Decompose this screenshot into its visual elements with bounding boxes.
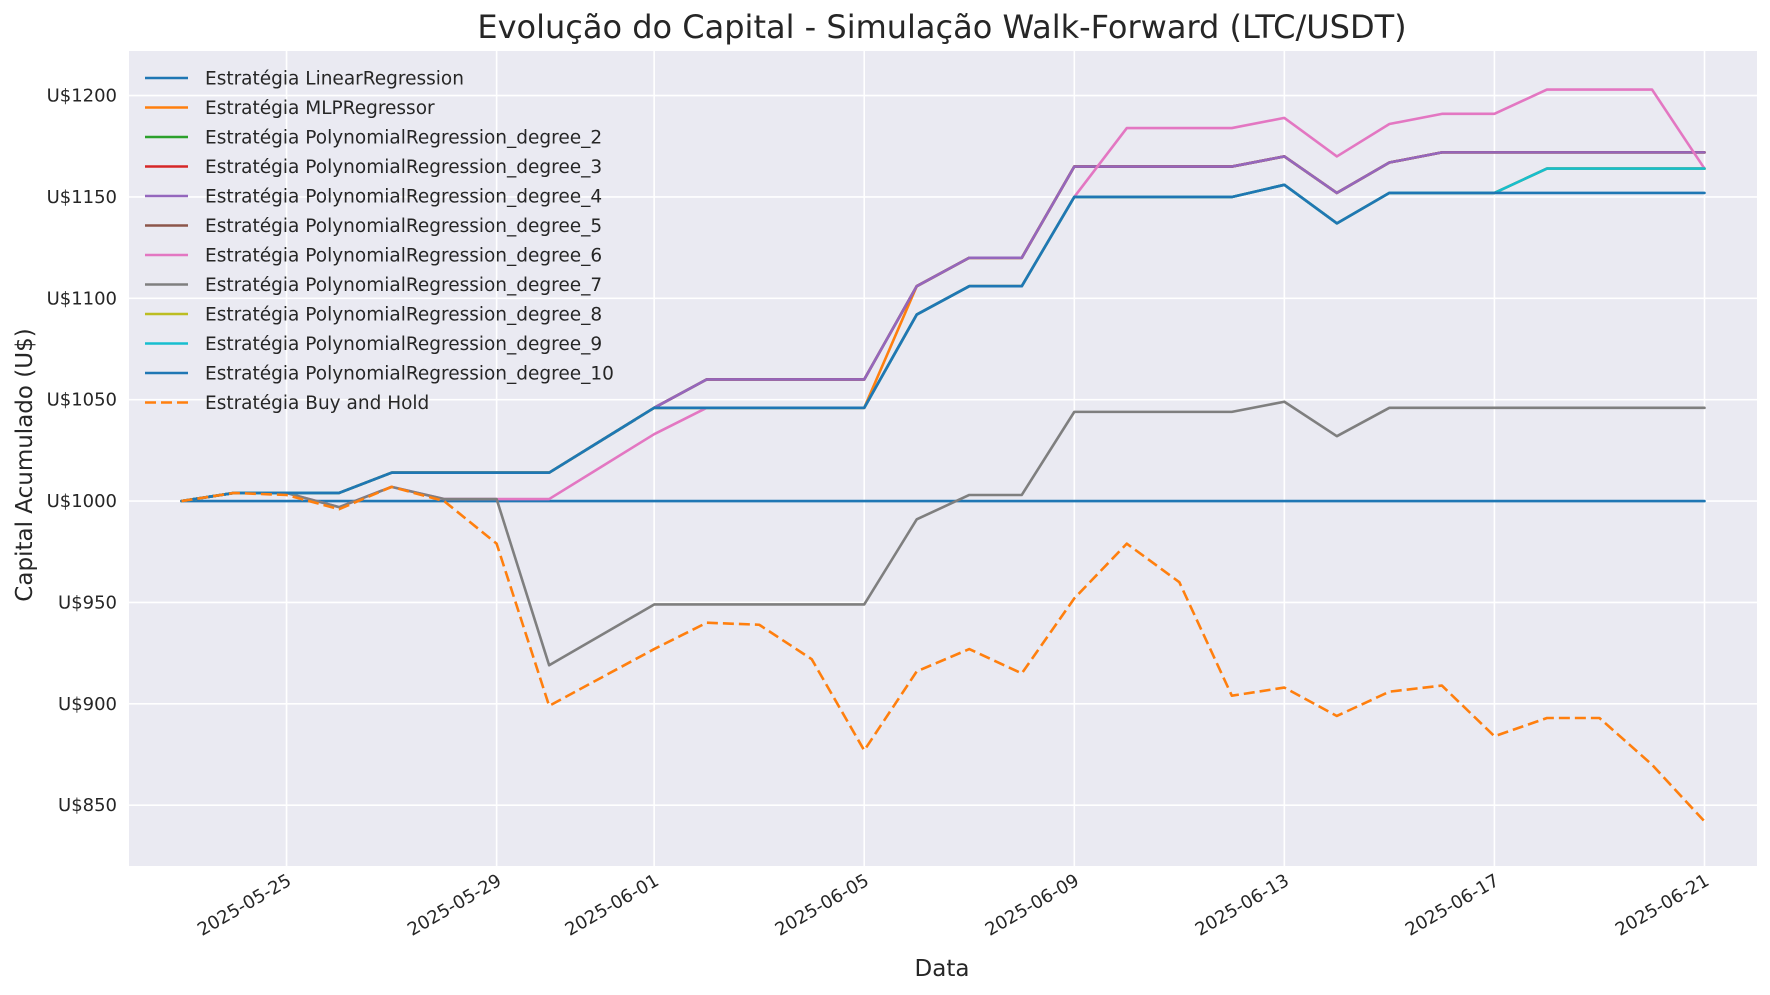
plot-area: U$850 U$900 U$950 U$1000 U$1050 U$1100 U$1150 U… (47, 51, 1757, 941)
legend-label: Estratégia PolynomialRegression_degree_8 (205, 305, 602, 326)
y-tick-label: U$900 (58, 694, 117, 715)
legend-label: Estratégia Buy and Hold (205, 393, 429, 414)
y-tick-label: U$1150 (47, 187, 117, 208)
legend-label: Estratégia PolynomialRegression_degree_5 (205, 216, 602, 237)
legend: Estratégia LinearRegression Estratégia ML… (145, 69, 614, 414)
legend-label: Estratégia PolynomialRegression_degree_4 (205, 187, 602, 208)
y-tick-label: U$1100 (47, 288, 117, 309)
legend-label: Estratégia MLPRegressor (205, 98, 435, 119)
y-tick-label: U$1050 (47, 390, 117, 411)
legend-label: Estratégia PolynomialRegression_degree_1… (205, 364, 614, 385)
legend-label: Estratégia PolynomialRegression_degree_7 (205, 275, 602, 296)
y-axis-label: Capital Acumulado (U$) (12, 328, 38, 601)
legend-label: Estratégia PolynomialRegression_degree_6 (205, 246, 602, 267)
chart-title: Evolução do Capital - Simulação Walk-For… (477, 8, 1406, 46)
legend-label: Estratégia PolynomialRegression_degree_3 (205, 157, 602, 178)
series-line-11 (180, 183, 1706, 503)
series-line-12 (181, 485, 1706, 823)
x-axis-label: Data (915, 956, 970, 982)
y-tick-label: U$1200 (47, 86, 117, 107)
y-tick-label: U$950 (58, 592, 117, 613)
legend-label: Estratégia PolynomialRegression_degree_9 (205, 334, 602, 355)
legend-label: Estratégia LinearRegression (205, 69, 464, 90)
grid (129, 51, 1757, 866)
legend-label: Estratégia PolynomialRegression_degree_2 (205, 128, 602, 149)
series-line-8 (180, 400, 1706, 667)
y-tick-label: U$850 (58, 795, 117, 816)
series-lines (180, 88, 1706, 823)
y-tick-label: U$1000 (47, 491, 117, 512)
plot-background (129, 51, 1757, 866)
